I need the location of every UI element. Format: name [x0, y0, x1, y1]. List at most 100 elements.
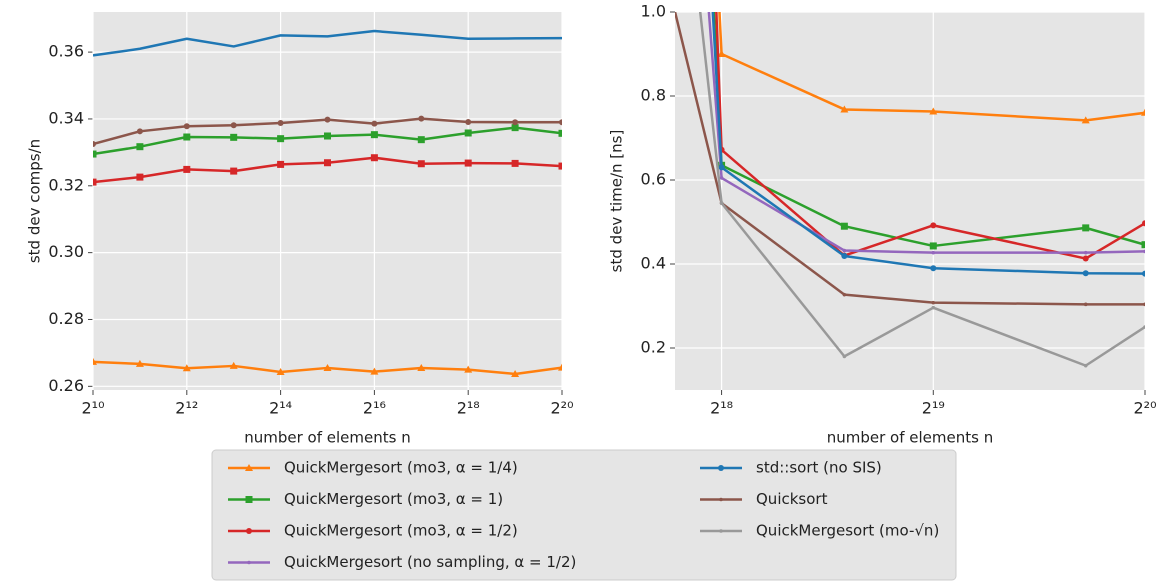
marker — [1082, 224, 1090, 232]
y-tick-label: 0.28 — [48, 309, 84, 328]
marker — [230, 122, 237, 129]
legend-marker — [245, 464, 253, 471]
marker — [183, 123, 190, 130]
x-tick-label: 2¹⁹ — [922, 399, 945, 418]
marker — [558, 129, 562, 137]
marker — [841, 253, 848, 260]
marker — [276, 367, 285, 375]
marker — [931, 305, 936, 310]
marker — [511, 159, 519, 167]
marker — [136, 128, 143, 135]
series-line — [675, 12, 1145, 306]
legend-label: QuickMergesort (no sampling, α = 1/2) — [284, 553, 576, 571]
legend-marker — [719, 497, 723, 502]
legend-label: QuickMergesort (mo3, α = 1/4) — [284, 459, 518, 477]
x-tick-label: 2¹⁶ — [363, 399, 386, 418]
marker — [136, 173, 144, 181]
marker — [324, 116, 331, 123]
y-tick-label: 0.32 — [48, 175, 84, 194]
series-line — [718, 12, 1145, 122]
series-line — [712, 12, 1145, 248]
marker — [229, 361, 238, 369]
marker — [718, 164, 725, 171]
x-tick-label: 2¹⁸ — [457, 399, 480, 418]
legend-label: std::sort (no SIS) — [756, 459, 882, 477]
legend-label: QuickMergesort (mo-√n) — [756, 522, 939, 540]
marker — [1082, 255, 1089, 262]
marker — [558, 162, 562, 170]
marker — [1141, 241, 1145, 249]
legend-label: Quicksort — [756, 490, 828, 508]
marker — [719, 201, 724, 205]
marker — [182, 364, 191, 372]
x-axis-label: number of elements n — [244, 429, 410, 447]
marker — [371, 120, 378, 127]
y-axis-label: std dev comps/n — [26, 139, 44, 263]
marker — [230, 133, 238, 141]
marker — [929, 107, 938, 115]
marker — [1082, 270, 1089, 277]
marker — [1142, 270, 1145, 277]
y-tick-label: 0.8 — [641, 86, 666, 105]
marker — [183, 133, 191, 141]
legend-label: QuickMergesort (mo3, α = 1) — [284, 490, 503, 508]
series-group — [675, 12, 1145, 368]
y-axis-label: std dev time/n [ns] — [608, 130, 626, 273]
marker — [929, 242, 937, 250]
marker — [417, 363, 426, 371]
marker — [93, 141, 96, 148]
marker — [1083, 363, 1088, 368]
marker — [370, 131, 378, 139]
y-tick-label: 0.6 — [641, 170, 666, 189]
marker — [930, 222, 937, 229]
series-line — [711, 12, 1145, 275]
marker — [370, 154, 378, 162]
series-line — [707, 12, 1145, 254]
marker — [93, 150, 97, 158]
x-tick-label: 2¹⁴ — [269, 399, 292, 418]
marker — [323, 363, 332, 371]
legend-marker — [246, 528, 252, 534]
marker — [93, 357, 97, 365]
marker — [465, 118, 472, 125]
marker — [842, 292, 847, 297]
y-tick-label: 0.4 — [641, 254, 666, 273]
plot-area — [675, 12, 1145, 390]
marker — [183, 165, 191, 173]
marker — [277, 119, 284, 126]
y-tick-label: 0.34 — [48, 108, 84, 127]
marker — [277, 160, 285, 168]
marker — [324, 132, 331, 140]
legend-marker — [719, 529, 723, 533]
marker — [512, 119, 519, 126]
marker — [1083, 250, 1088, 255]
y-tick-label: 1.0 — [641, 2, 666, 21]
marker — [324, 159, 331, 167]
marker — [135, 359, 144, 367]
series-line — [93, 29, 562, 57]
x-tick-label: 2¹⁸ — [710, 399, 733, 418]
series-line — [698, 12, 1145, 367]
marker — [1143, 302, 1145, 307]
marker — [842, 248, 847, 253]
marker — [1142, 220, 1145, 227]
marker — [719, 176, 724, 180]
marker — [840, 105, 849, 113]
marker — [840, 222, 848, 230]
marker — [418, 115, 425, 122]
y-tick-label: 0.2 — [641, 338, 666, 357]
y-tick-label: 0.26 — [48, 376, 84, 395]
marker — [277, 135, 285, 143]
marker — [136, 143, 144, 151]
x-tick-label: 2²⁰ — [1133, 399, 1156, 418]
marker — [558, 363, 562, 371]
marker — [511, 369, 520, 377]
series-group — [93, 29, 562, 377]
marker — [370, 367, 379, 375]
marker — [511, 124, 519, 132]
x-tick-label: 2¹² — [175, 399, 198, 418]
y-tick-label: 0.30 — [48, 242, 84, 261]
marker — [1143, 325, 1145, 329]
marker — [1081, 116, 1090, 124]
legend-label: QuickMergesort (mo3, α = 1/2) — [284, 522, 518, 540]
